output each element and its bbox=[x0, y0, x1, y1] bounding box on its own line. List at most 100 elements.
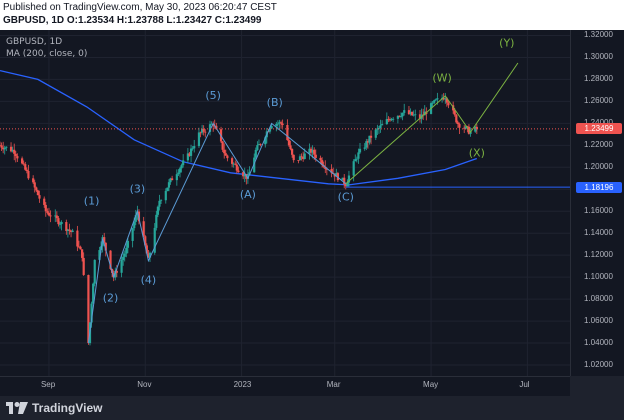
candle-body bbox=[156, 206, 159, 215]
candle-body bbox=[444, 98, 447, 100]
chart-svg: (1) (2) (3) (4) (5) (A) (B) (C) (W) (X) (Y) bbox=[0, 30, 570, 376]
candle-body bbox=[466, 126, 469, 128]
candle-body bbox=[212, 123, 215, 126]
candle-body bbox=[235, 164, 238, 171]
publish-header: Published on TradingView.com, May 30, 20… bbox=[0, 0, 624, 30]
wave-label: (2) bbox=[103, 291, 119, 304]
candle-body bbox=[407, 110, 411, 115]
candle-body bbox=[112, 272, 115, 278]
candle-body bbox=[257, 144, 261, 146]
candle-body bbox=[76, 230, 79, 247]
candle-body bbox=[385, 118, 388, 125]
candle-body bbox=[47, 212, 51, 216]
y-tick-label: 1.14000 bbox=[584, 228, 613, 238]
candle-body bbox=[159, 200, 163, 202]
candle-body bbox=[311, 149, 314, 153]
price-axis[interactable] bbox=[570, 30, 624, 376]
candle-body bbox=[231, 158, 234, 164]
x-tick-label: Mar bbox=[326, 380, 341, 389]
candle-body bbox=[358, 148, 362, 153]
candle-body bbox=[268, 128, 272, 132]
candle-body bbox=[264, 137, 267, 145]
ohlc-line: GBPUSD, 1D O:1.23534 H:1.23788 L:1.23427… bbox=[3, 15, 262, 26]
candle-body bbox=[104, 242, 107, 251]
candle-body bbox=[431, 102, 434, 104]
x-tick-label: Nov bbox=[137, 380, 152, 389]
candle-body bbox=[208, 124, 212, 132]
candle-body bbox=[289, 145, 292, 149]
candle-body bbox=[401, 112, 404, 117]
candle-body bbox=[275, 123, 278, 126]
candle-body bbox=[279, 122, 283, 124]
candle-body bbox=[379, 125, 382, 128]
candle-body bbox=[343, 177, 346, 185]
wave-label: (C) bbox=[338, 190, 354, 203]
candle-body bbox=[300, 156, 303, 158]
candle-body bbox=[409, 111, 412, 115]
candle-body bbox=[166, 187, 169, 191]
candle-body bbox=[256, 145, 259, 150]
candle-body bbox=[237, 170, 240, 173]
legend-indicator[interactable]: MA (200, close, 0) bbox=[6, 49, 88, 59]
candle-body bbox=[109, 250, 112, 269]
candle-body bbox=[169, 178, 172, 183]
candle-body bbox=[153, 227, 156, 253]
candle-body bbox=[234, 163, 237, 165]
candle-body bbox=[11, 149, 14, 152]
candle-body bbox=[398, 115, 401, 117]
candle-body bbox=[77, 246, 81, 248]
wave-lines bbox=[87, 62, 519, 344]
candle-body bbox=[191, 148, 194, 150]
wave-label: (B) bbox=[267, 96, 283, 109]
candle-body bbox=[199, 132, 202, 134]
candle-body bbox=[123, 253, 126, 257]
candle-body bbox=[352, 161, 355, 176]
tradingview-brand-label: TradingView bbox=[32, 401, 103, 415]
candle-body bbox=[145, 245, 148, 254]
wave-label: (Y) bbox=[499, 36, 514, 49]
candle-body bbox=[298, 156, 302, 161]
time-axis[interactable] bbox=[0, 376, 570, 397]
candle-body bbox=[32, 178, 35, 183]
chart-plot-area[interactable] bbox=[0, 30, 570, 376]
candle-body bbox=[292, 154, 295, 161]
x-tick-label: Jul bbox=[519, 380, 530, 389]
candle-body bbox=[33, 182, 36, 188]
wave-line-green bbox=[345, 62, 519, 185]
candle-body bbox=[365, 141, 368, 148]
candle-body bbox=[171, 178, 174, 181]
y-tick-label: 1.24000 bbox=[584, 118, 613, 127]
candle-body bbox=[188, 153, 191, 156]
candle-body bbox=[374, 129, 377, 138]
tradingview-brand[interactable]: TradingView bbox=[6, 401, 102, 415]
candle-body bbox=[475, 126, 478, 129]
candle-body bbox=[142, 221, 145, 237]
candle-body bbox=[46, 211, 49, 213]
candle-body bbox=[354, 159, 357, 162]
candle-body bbox=[164, 190, 167, 201]
candle-body bbox=[134, 215, 137, 222]
candle-body bbox=[189, 148, 193, 156]
candle-body bbox=[98, 250, 101, 260]
candle-body bbox=[147, 253, 150, 258]
ma-price-tag: 1.18196 bbox=[576, 181, 622, 193]
candle-body bbox=[167, 182, 171, 188]
candle-body bbox=[335, 173, 338, 177]
y-tick-label: 1.10000 bbox=[584, 272, 613, 282]
candle-body bbox=[303, 153, 306, 160]
chart-legend: GBPUSD, 1D MA (200, close, 0) bbox=[6, 36, 87, 60]
candle-body bbox=[103, 237, 106, 243]
candle-body bbox=[387, 118, 390, 120]
candle-body bbox=[242, 172, 245, 177]
candle-body bbox=[253, 157, 256, 173]
candle-body bbox=[186, 153, 189, 161]
candle-body bbox=[270, 125, 273, 129]
candle-body bbox=[297, 160, 300, 161]
candle-body bbox=[474, 126, 477, 132]
candle-body bbox=[2, 147, 5, 150]
candle-body bbox=[43, 198, 46, 205]
y-tick-label: 1.26000 bbox=[584, 96, 613, 106]
candle-body bbox=[246, 175, 249, 179]
candle-body bbox=[35, 187, 38, 191]
y-tick-label: 1.04000 bbox=[584, 338, 613, 348]
